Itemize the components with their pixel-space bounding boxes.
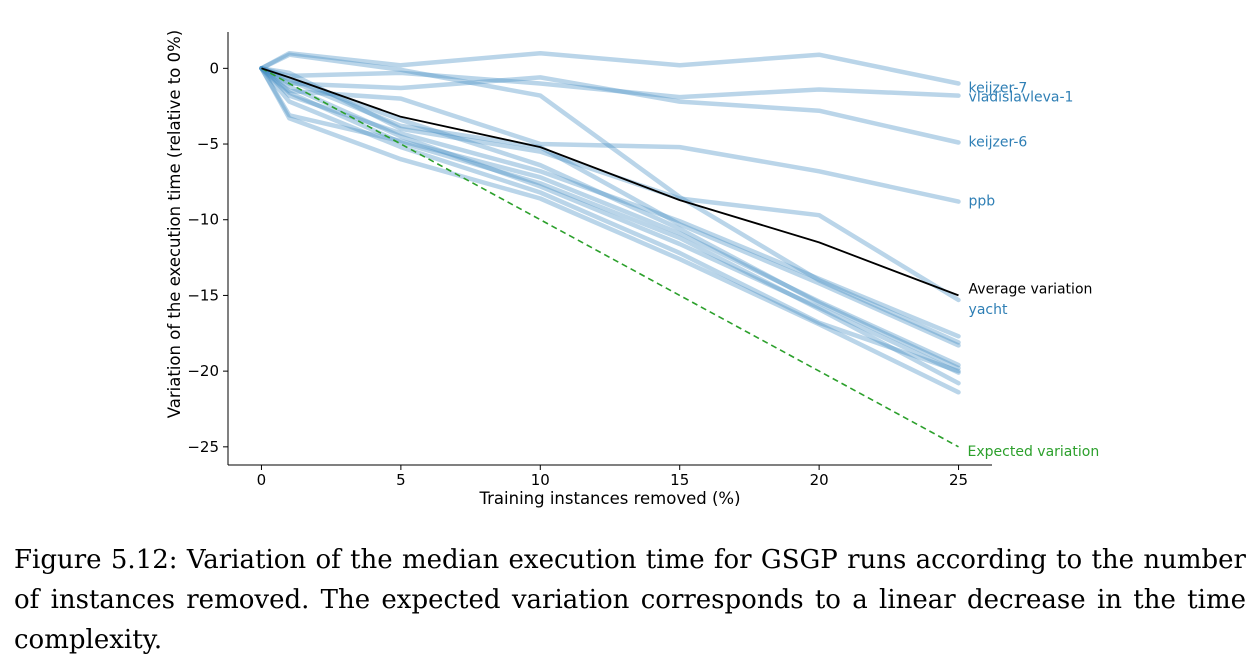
y-tick-label: 0 bbox=[209, 59, 219, 77]
series-line-12 bbox=[259, 66, 961, 395]
series-line-11 bbox=[259, 66, 961, 374]
y-tick-label: −5 bbox=[197, 135, 219, 153]
series-line-yacht bbox=[259, 66, 961, 303]
y-axis-label: Variation of the execution time (relativ… bbox=[165, 30, 184, 418]
y-tick-label: −10 bbox=[187, 211, 219, 229]
series-label-keijzer-6: keijzer-6 bbox=[969, 135, 1028, 151]
series-label-ppb: ppb bbox=[969, 194, 996, 210]
x-tick-label: 0 bbox=[257, 471, 267, 489]
series-label-yacht: yacht bbox=[969, 302, 1008, 318]
series-line-6 bbox=[259, 52, 961, 345]
x-tick-label: 5 bbox=[396, 471, 406, 489]
y-tick-label: −20 bbox=[187, 362, 219, 380]
series-label-keijzer-7: keijzer-7 bbox=[969, 80, 1028, 96]
x-tick-label: 20 bbox=[810, 471, 829, 489]
series-lines bbox=[259, 50, 961, 395]
axes: 0 5 10 15 20 25 0 −5 −10 −15 −20 −25 bbox=[187, 32, 992, 489]
series-line-keijzer-7 bbox=[259, 50, 961, 86]
y-tick-label: −15 bbox=[187, 286, 219, 304]
expected-variation-line bbox=[261, 67, 959, 448]
average-variation-label: Average variation bbox=[969, 281, 1093, 297]
series-line-vladislavleva-1 bbox=[259, 66, 961, 100]
x-tick-label: 10 bbox=[531, 471, 550, 489]
expected-variation-label: Expected variation bbox=[968, 444, 1100, 460]
figure-caption: Figure 5.12: Variation of the median exe… bbox=[14, 545, 1246, 655]
series-label-vladislavleva-1: vladislavleva-1 bbox=[969, 90, 1074, 106]
series-line-13 bbox=[259, 66, 961, 386]
x-axis-label: Training instances removed (%) bbox=[478, 489, 740, 508]
series-line-10 bbox=[259, 66, 961, 375]
average-variation-line bbox=[261, 67, 959, 297]
series-line-8 bbox=[259, 66, 961, 339]
expected-variation-path bbox=[261, 67, 959, 448]
y-tick-label: −25 bbox=[187, 438, 219, 456]
series-line-9 bbox=[259, 66, 961, 368]
line-chart: 0 5 10 15 20 25 0 −5 −10 −15 −20 −25 keijzer-7vladi… bbox=[165, 30, 1100, 508]
series-line-14 bbox=[259, 66, 961, 371]
x-tick-label: 15 bbox=[670, 471, 689, 489]
average-variation-path bbox=[261, 67, 959, 297]
x-tick-label: 25 bbox=[949, 471, 968, 489]
series-line-ppb bbox=[259, 66, 961, 204]
